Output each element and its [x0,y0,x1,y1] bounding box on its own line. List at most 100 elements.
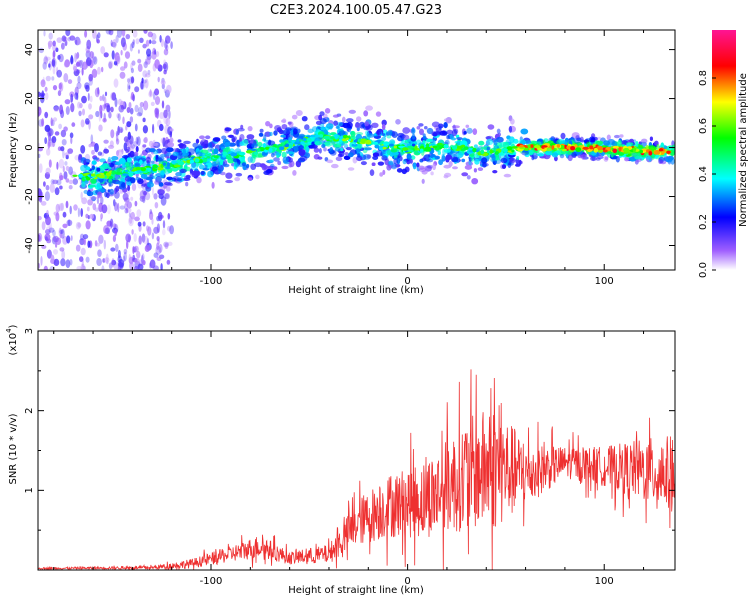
heatmap-cell [127,78,130,83]
x-tick-label: 0 [404,276,410,287]
heatmap-cell [278,129,284,135]
heatmap-ridge-cell [323,135,331,140]
heatmap-cell [54,187,60,196]
heatmap-cell [305,146,310,153]
heatmap-ridge-cell [467,147,474,151]
heatmap-cell [262,152,268,157]
heatmap-cell [381,133,385,136]
heatmap-cell [272,166,278,171]
heatmap-cell [114,228,117,237]
heatmap-cell [85,213,89,219]
heatmap-cell [443,148,451,153]
spectrogram-heatmap [38,30,675,270]
heatmap-cell [369,169,375,177]
heatmap-cell [507,161,512,168]
heatmap-cell [117,113,121,121]
heatmap-cell [418,167,427,172]
heatmap-cell [90,134,94,144]
y-tick-label: 1 [24,487,35,493]
heatmap-cell [411,127,416,135]
heatmap-cell [167,241,173,246]
heatmap-cell [531,155,535,161]
heatmap-cell [56,37,63,43]
heatmap-cell [634,153,641,159]
heatmap-cell [93,157,99,161]
heatmap-cell [237,127,245,132]
heatmap-cell [55,47,59,53]
heatmap-ridge-cell [489,149,493,154]
heatmap-cell [477,167,484,172]
heatmap-cell [292,170,297,176]
heatmap-ridge-cell [382,146,387,150]
heatmap-ridge-cell [443,144,449,149]
heatmap-cell [38,47,44,54]
heatmap-cell [169,137,174,143]
heatmap-cell [157,211,163,222]
heatmap-cell [126,121,132,128]
heatmap-ridge-cell [105,172,112,177]
heatmap-cell [65,106,70,115]
heatmap-cell [663,151,668,158]
heatmap-cell [116,30,123,38]
heatmap-ridge-cell [398,145,405,149]
heatmap-cell [217,167,223,174]
heatmap-cell [251,143,258,149]
heatmap-cell [52,44,57,52]
heatmap-cell [213,148,219,155]
heatmap-cell [335,125,340,129]
heatmap-cell [641,138,648,144]
heatmap-cell [590,156,597,162]
heatmap-cell [142,117,146,123]
heatmap-cell [332,114,340,118]
heatmap-cell [94,143,99,153]
heatmap-cell [45,236,48,241]
heatmap-cell [57,90,62,97]
heatmap-cell [170,41,173,49]
heatmap-cell [311,126,319,133]
heatmap-cell [161,147,168,154]
heatmap-cell [65,178,70,183]
heatmap-cell [559,154,565,159]
heatmap-cell [65,30,71,37]
heatmap-cell [234,148,242,154]
heatmap-ridge-cell [523,147,530,151]
heatmap-cell [343,155,351,160]
heatmap-ridge-cell [342,134,349,139]
heatmap-cell [64,152,70,157]
heatmap-cell [130,62,133,71]
heatmap-cell [61,250,66,260]
heatmap-cell [149,209,153,215]
heatmap-cell [425,138,433,142]
heatmap-cell [147,69,151,75]
heatmap-cell [119,71,126,79]
heatmap-cell [416,162,420,168]
heatmap-cell [131,229,134,235]
heatmap-cell [45,184,50,191]
heatmap-cell [43,265,48,270]
heatmap-cell [157,76,160,83]
heatmap-cell [134,104,139,113]
heatmap-cell [317,156,323,160]
heatmap-cell [501,164,507,170]
heatmap-cell [166,176,174,181]
heatmap-cell [508,125,513,133]
heatmap-cell [91,160,97,165]
heatmap-cell [57,54,61,60]
heatmap-cell [326,159,334,164]
heatmap-cell [44,92,49,100]
heatmap-cell [95,242,101,247]
heatmap-cell [179,142,184,148]
heatmap-cell [179,168,187,174]
heatmap-ridge-cell [135,166,141,171]
heatmap-cell [348,152,354,158]
heatmap-cell [82,108,85,116]
heatmap-cell [50,254,55,264]
heatmap-cell [545,147,553,152]
heatmap-cell [500,157,508,164]
heatmap-ridge-cell [318,134,324,138]
heatmap-ridge-cell [639,149,643,154]
heatmap-cell [258,132,264,137]
heatmap-cell [60,146,65,152]
heatmap-cell [41,221,46,231]
